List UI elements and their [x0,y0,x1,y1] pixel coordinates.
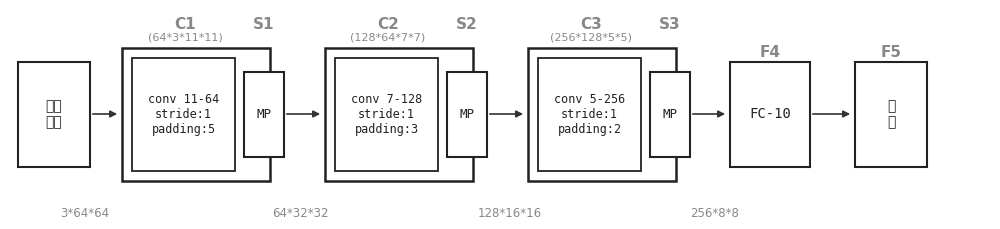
Bar [18,62,90,167]
Bar [447,72,487,157]
Text: S1: S1 [253,17,275,32]
Text: (64*3*11*11): (64*3*11*11) [148,32,222,42]
Bar [335,58,438,171]
Text: conv 11-64
stride:1
padding:5: conv 11-64 stride:1 padding:5 [148,93,219,136]
Text: conv 7-128
stride:1
padding:3: conv 7-128 stride:1 padding:3 [351,93,422,136]
Text: MP: MP [256,108,272,121]
Bar [650,72,690,157]
Bar [244,72,284,157]
Text: C2: C2 [377,17,399,32]
Text: 3*64*64: 3*64*64 [60,207,110,220]
Bar [538,58,641,171]
Bar [730,62,810,167]
Text: S2: S2 [456,17,478,32]
Bar [325,48,473,181]
Text: MP: MP [662,108,678,121]
Text: 256*8*8: 256*8*8 [691,207,739,220]
Text: 类
标: 类 标 [887,99,895,130]
Text: (256*128*5*5): (256*128*5*5) [550,32,632,42]
Text: FC-10: FC-10 [749,107,791,122]
Text: C3: C3 [580,17,602,32]
Text: conv 5-256
stride:1
padding:2: conv 5-256 stride:1 padding:2 [554,93,625,136]
Bar [855,62,927,167]
Text: MP: MP [460,108,475,121]
Text: C1: C1 [174,17,196,32]
Bar [122,48,270,181]
Bar [528,48,676,181]
Text: S3: S3 [659,17,681,32]
Text: F4: F4 [760,45,780,60]
Bar [132,58,235,171]
Text: F5: F5 [881,45,902,60]
Text: (128*64*7*7): (128*64*7*7) [350,32,426,42]
Text: 64*32*32: 64*32*32 [272,207,328,220]
Text: 输入
图片: 输入 图片 [46,99,62,130]
Text: 128*16*16: 128*16*16 [478,207,542,220]
